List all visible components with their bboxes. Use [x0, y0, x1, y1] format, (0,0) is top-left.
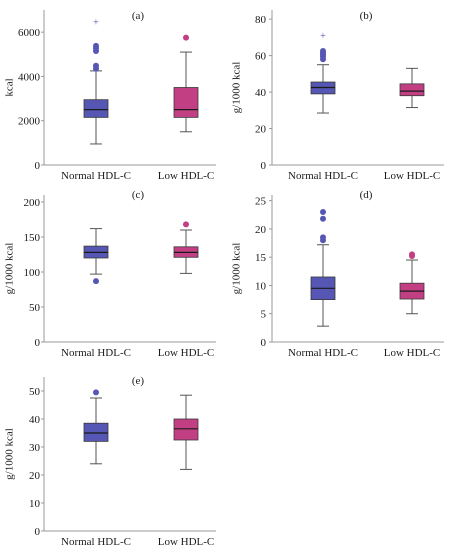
y-tick-label: 20 [255, 124, 267, 136]
x-category-label: Normal HDL-C [288, 170, 358, 182]
y-tick-label: 80 [255, 14, 267, 26]
y-tick-label: 40 [255, 87, 267, 99]
outlier-point [320, 208, 326, 215]
outlier-point [183, 221, 189, 228]
y-axis-label: g/1000 kcal [4, 243, 16, 295]
y-tick-label: 30 [29, 442, 41, 454]
y-tick-label: 6000 [18, 27, 41, 39]
y-tick-label: 60 [255, 51, 267, 63]
outlier-point [93, 389, 99, 396]
panel-title: (c) [132, 189, 145, 201]
y-tick-label: 5 [261, 309, 267, 321]
x-category-label: Normal HDL-C [61, 347, 131, 359]
outlier-point [320, 215, 326, 222]
boxplot [83, 389, 109, 465]
x-category-label: Low HDL-C [384, 170, 441, 182]
y-axis-label: g/1000 kcal [231, 62, 243, 114]
y-tick-label: 20 [255, 224, 267, 236]
x-category-label: Low HDL-C [158, 170, 215, 182]
x-category-label: Normal HDL-C [61, 536, 131, 548]
x-category-label: Normal HDL-C [288, 347, 358, 359]
outlier-point [409, 251, 415, 258]
y-tick-label: 10 [255, 280, 267, 292]
boxplot [310, 208, 336, 327]
y-axis-label: g/1000 kcal [4, 428, 16, 480]
y-tick-label: 0 [35, 526, 41, 538]
x-category-label: Low HDL-C [158, 536, 215, 548]
outlier-point [183, 34, 189, 41]
y-tick-label: 0 [35, 337, 41, 349]
iqr-box [83, 99, 109, 118]
boxplot: + [83, 18, 109, 145]
y-axis-label: g/1000 kcal [231, 243, 243, 295]
chart-panel: (c) g/1000 kcal 0 50 100 150 200 Normal HDL-C Lo… [4, 189, 216, 359]
boxplot: + [310, 31, 336, 114]
boxplot [399, 67, 425, 109]
extreme-point: + [93, 18, 99, 29]
outlier-point [93, 62, 99, 69]
outlier-point [93, 42, 99, 49]
iqr-box [173, 87, 199, 118]
y-tick-label: 50 [29, 386, 41, 398]
y-tick-label: 15 [255, 252, 267, 264]
outlier-point [93, 278, 99, 285]
y-tick-label: 150 [24, 232, 41, 244]
panel-title: (b) [360, 10, 373, 22]
outlier-point [320, 234, 326, 241]
extreme-point: + [320, 31, 326, 42]
y-tick-label: 2000 [18, 116, 41, 128]
y-tick-label: 10 [29, 498, 41, 510]
chart-panel: (a) kcal 0 2000 4000 6000 Normal HDL-C Low HDL-… [4, 10, 216, 182]
panel-title: (e) [132, 375, 145, 387]
iqr-box [83, 422, 109, 442]
x-category-label: Low HDL-C [384, 347, 441, 359]
y-tick-label: 0 [261, 337, 267, 349]
y-tick-label: 4000 [18, 71, 41, 83]
boxplot [173, 34, 199, 133]
y-tick-label: 20 [29, 470, 41, 482]
y-tick-label: 100 [24, 267, 41, 279]
iqr-box [173, 418, 199, 441]
y-tick-label: 25 [255, 196, 267, 208]
boxplot [173, 221, 199, 274]
y-tick-label: 0 [261, 160, 267, 172]
chart-panel: (d) g/1000 kcal 0 5 10 15 20 25 Normal HDL-C Low … [231, 189, 444, 359]
y-tick-label: 50 [29, 302, 41, 314]
panel-title: (d) [360, 189, 373, 201]
boxplot [399, 251, 425, 315]
y-axis-label: kcal [4, 78, 16, 96]
y-tick-label: 200 [24, 197, 41, 209]
boxplot [83, 228, 109, 285]
y-tick-label: 40 [29, 414, 41, 426]
x-category-label: Low HDL-C [158, 347, 215, 359]
chart-panel: (e) g/1000 kcal 0 10 20 30 40 50 Normal HDL-C Low… [4, 375, 216, 548]
y-tick-label: 0 [35, 160, 41, 172]
boxplot [173, 394, 199, 470]
chart-panel: (b) g/1000 kcal 0 20 40 60 80 Normal HDL-C Low H… [231, 10, 444, 182]
x-category-label: Normal HDL-C [61, 170, 131, 182]
outlier-point [320, 48, 326, 55]
panel-title: (a) [132, 10, 145, 22]
iqr-box [399, 83, 425, 97]
